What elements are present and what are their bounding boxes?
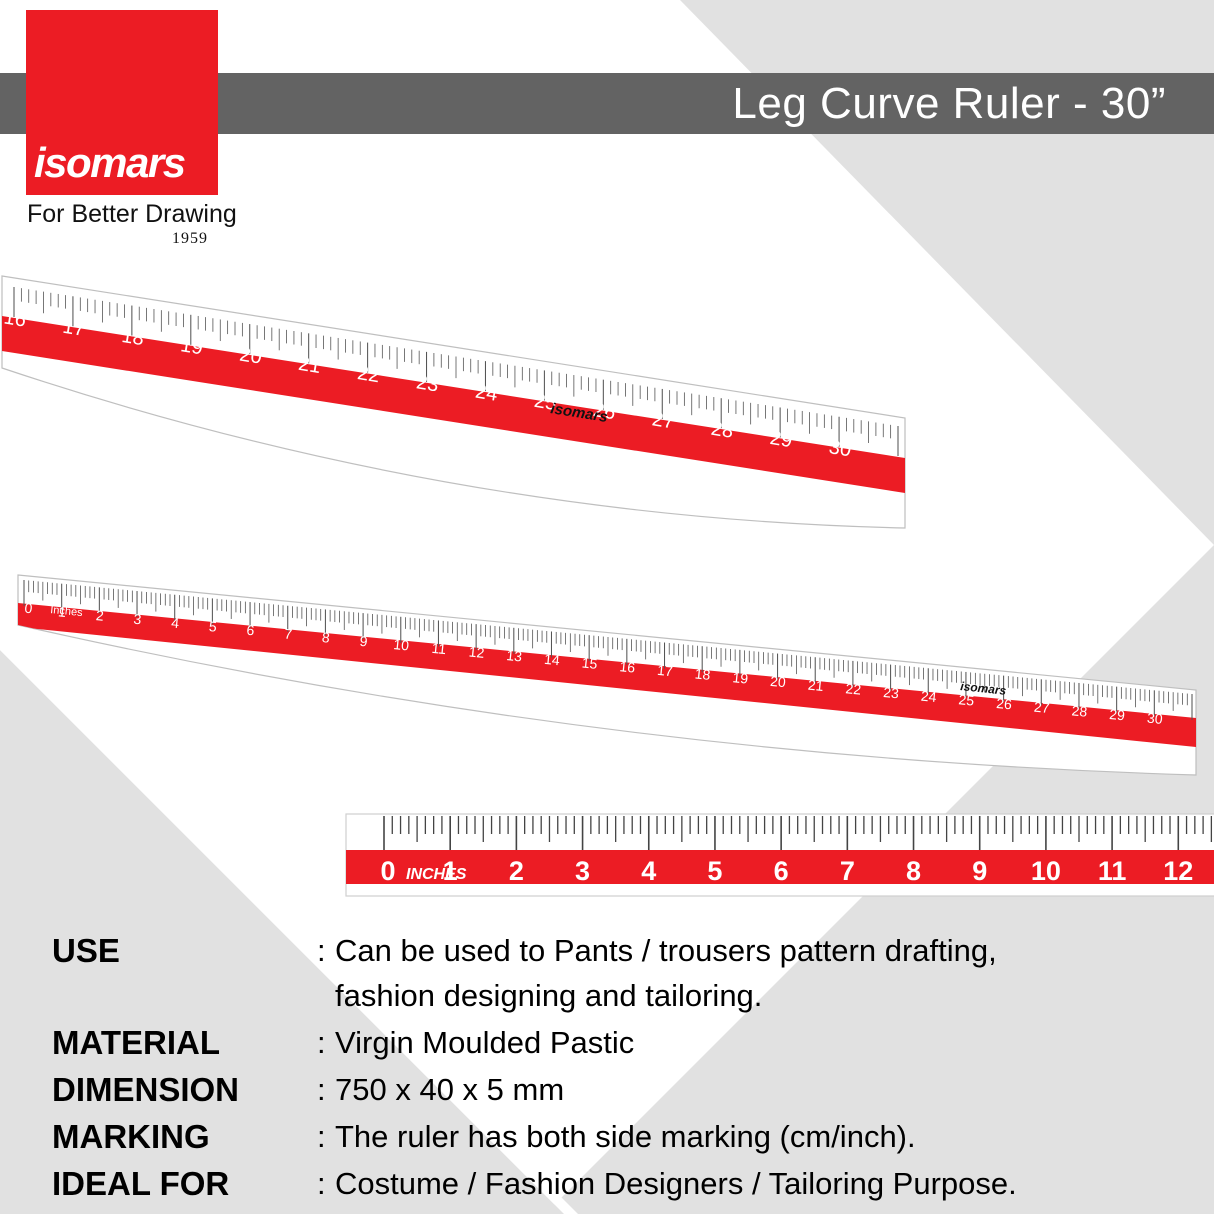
ruler-number-label: 13 [506, 647, 523, 664]
ruler-number-label: 22 [356, 362, 381, 387]
brand-year: 1959 [172, 230, 208, 247]
ruler-number-label: 26 [996, 695, 1013, 712]
ruler-number-label: 1 [58, 603, 68, 620]
ruler-number-label: 20 [238, 344, 263, 369]
ruler-number-label: 7 [840, 856, 855, 886]
spec-row-material: MATERIAL : Virgin Moulded Pastic [52, 1020, 1202, 1065]
ruler-number-label: 25 [958, 691, 975, 708]
ruler-number-label: 17 [61, 316, 86, 341]
ruler-number-label: 9 [972, 856, 987, 886]
ruler-number-label: 18 [694, 665, 711, 682]
ruler-number-label: 5 [707, 856, 722, 886]
spec-label-material: MATERIAL [52, 1024, 221, 1061]
brand-tagline: For Better Drawing [27, 200, 237, 228]
ruler-number-label: 4 [171, 614, 181, 631]
ruler-number-label: 7 [284, 625, 294, 642]
brand-logo-text: isomars [34, 139, 186, 186]
ruler-number-label: 3 [575, 856, 590, 886]
ruler-number-label: 30 [827, 436, 852, 461]
spec-colon: : [317, 1166, 326, 1201]
ruler-number-label: 21 [807, 677, 824, 694]
ruler-unit-label: INCHES [406, 866, 467, 883]
spec-value-use: Can be used to Pants / trousers pattern … [335, 933, 997, 968]
ruler-number-label: 23 [415, 371, 440, 396]
ruler-number-label: 3 [133, 611, 143, 628]
spec-colon: : [317, 1072, 326, 1107]
ruler-number-label: 10 [1031, 856, 1061, 886]
ruler-number-label: 26 [592, 399, 617, 424]
spec-colon: : [317, 933, 326, 968]
ruler-number-label: 29 [1109, 706, 1126, 723]
ruler-number-label: 29 [768, 427, 793, 452]
ruler-number-label: 25 [533, 390, 558, 415]
spec-value-use-line2: fashion designing and tailoring. [335, 978, 763, 1013]
ruler-number-label: 4 [641, 856, 656, 886]
page-title: Leg Curve Ruler - 30” [732, 79, 1166, 128]
ruler-number-label: 18 [120, 325, 145, 350]
ruler-number-label: 15 [581, 654, 598, 671]
ruler-number-label: 14 [543, 651, 560, 668]
spec-value-dimension: 750 x 40 x 5 mm [335, 1072, 565, 1107]
ruler-number-label: 24 [474, 381, 499, 406]
spec-label-dimension: DIMENSION [52, 1071, 240, 1108]
ruler-number-label: 8 [906, 856, 921, 886]
ruler-number-label: 30 [1146, 710, 1163, 727]
spec-colon: : [317, 1119, 326, 1154]
spec-row-ideal-for: IDEAL FOR : Costume / Fashion Designers … [52, 1161, 1202, 1206]
ruler-number-label: 2 [95, 607, 105, 624]
ruler-number-label: 12 [1163, 856, 1193, 886]
ruler-number-label: 21 [297, 353, 322, 378]
ruler-unit-label: Inches [50, 604, 84, 619]
spec-row-use: USE : Can be used to Pants / trousers pa… [52, 928, 1202, 1018]
spec-value-marking: The ruler has both side marking (cm/inch… [335, 1119, 916, 1154]
ruler-number-label: 10 [393, 636, 410, 653]
specification-table: USE : Can be used to Pants / trousers pa… [52, 928, 1202, 1208]
spec-value-material: Virgin Moulded Pastic [335, 1025, 635, 1060]
ruler-number-label: 28 [1071, 702, 1088, 719]
ruler-number-label: 27 [1033, 699, 1050, 716]
ruler-number-label: 2 [509, 856, 524, 886]
ruler-number-label: 22 [845, 680, 862, 697]
ruler-number-label: 24 [920, 688, 937, 705]
ruler-zero-label: 0 [380, 856, 395, 886]
ruler-number-label: 11 [1098, 856, 1127, 886]
spec-value-ideal-for: Costume / Fashion Designers / Tailoring … [335, 1166, 1017, 1201]
ruler-number-label: 28 [709, 418, 734, 443]
spec-value-use-wrapper: Can be used to Pants / trousers pattern … [335, 928, 997, 1018]
ruler-number-label: 19 [732, 669, 749, 686]
ruler-brand-stamp: isomars [960, 679, 1008, 698]
ruler-number-label: 23 [883, 684, 900, 701]
ruler-number-label: 6 [246, 622, 256, 639]
ruler-zero-label: 0 [24, 600, 34, 617]
ruler-number-label: 27 [650, 408, 675, 433]
ruler-full-image: 1 2 3 4 5 6 7 8 9 10 11 12 13 14 15 16 17 18 19 20 21 22 23 24 2… [17, 574, 1197, 776]
brand-logo-box [26, 10, 218, 195]
ruler-top-half-image: 16 17 18 19 20 21 22 23 24 25 26 27 28 29 30 isomars [1, 275, 906, 529]
ruler-number-label: 17 [656, 662, 673, 679]
spec-label-ideal-for: IDEAL FOR [52, 1165, 230, 1202]
ruler-number-label: 19 [179, 334, 204, 359]
ruler-number-label: 1 [443, 856, 458, 886]
spec-label-marking: MARKING [52, 1118, 210, 1155]
ruler-number-label: 5 [208, 618, 218, 635]
ruler-number-label: 12 [468, 643, 485, 660]
spec-row-dimension: DIMENSION : 750 x 40 x 5 mm [52, 1067, 1202, 1112]
ruler-number-label: 16 [2, 306, 27, 331]
ruler-number-label: 11 [431, 640, 447, 657]
ruler-number-label: 16 [619, 658, 636, 675]
ruler-number-label: 9 [359, 633, 369, 650]
spec-colon: : [317, 1025, 326, 1060]
spec-label-use: USE [52, 932, 120, 969]
ruler-number-label: 8 [321, 629, 331, 646]
ruler-number-label: 20 [770, 673, 787, 690]
spec-row-marking: MARKING : The ruler has both side markin… [52, 1114, 1202, 1159]
ruler-number-label: 6 [774, 856, 789, 886]
